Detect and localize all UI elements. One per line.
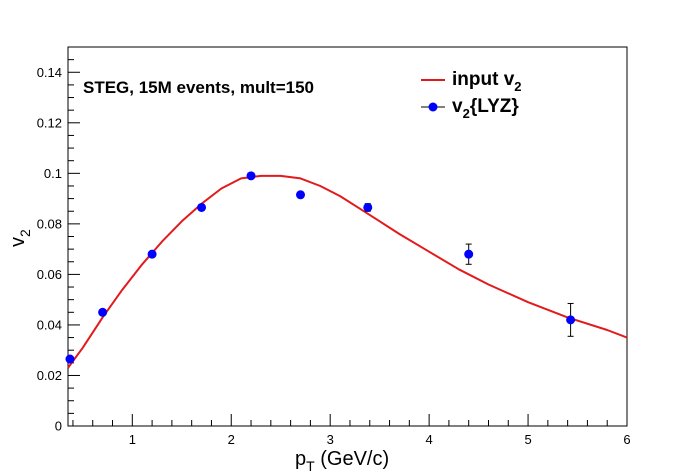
legend-label-input-sub: 2 <box>514 79 521 94</box>
data-point <box>566 315 576 325</box>
y-tick-label: 0.12 <box>37 115 62 130</box>
data-point <box>65 354 75 364</box>
y-axis-title-sub: 2 <box>17 229 33 237</box>
x-tick-label: 4 <box>426 432 433 447</box>
y-tick-label: 0.04 <box>37 317 62 332</box>
x-tick-label: 5 <box>524 432 531 447</box>
data-point <box>246 171 256 181</box>
x-axis-title-main: p <box>295 448 306 470</box>
series-line-input-v2 <box>67 174 628 369</box>
y-tick-label: 0.1 <box>44 166 62 181</box>
data-point <box>147 249 157 259</box>
x-axis: 1 2 3 4 5 6 <box>72 414 631 447</box>
x-tick-label: 6 <box>623 432 630 447</box>
series-layer <box>65 171 628 369</box>
x-axis-title-sub: T <box>306 458 315 474</box>
data-point <box>296 190 306 200</box>
legend: input v2 v2{LYZ} <box>421 69 522 121</box>
legend-label-input: input v2 <box>452 69 522 94</box>
x-axis-title: pT (GeV/c) <box>295 448 389 474</box>
legend-label-lyz: v2{LYZ} <box>452 96 519 121</box>
legend-label-input-main: input v <box>452 69 515 90</box>
x-tick-label: 1 <box>129 432 136 447</box>
y-tick-label: 0.06 <box>37 267 62 282</box>
data-point <box>363 202 373 212</box>
chart-annotation: STEG, 15M events, mult=150 <box>83 78 314 97</box>
x-tick-label: 3 <box>327 432 334 447</box>
y-axis: 0 0.02 0.04 0.06 0.08 0.1 0.12 0.14 <box>37 59 80 434</box>
y-tick-label: 0.02 <box>37 368 62 383</box>
y-tick-label: 0 <box>55 419 62 434</box>
legend-swatch-marker <box>428 102 438 112</box>
legend-label-lyz-main: v <box>452 96 463 117</box>
y-axis-title-main: v <box>7 237 29 247</box>
data-point <box>98 307 108 317</box>
x-axis-title-rest: (GeV/c) <box>315 448 389 470</box>
y-axis-title: v2 <box>7 229 33 247</box>
legend-label-lyz-sub: 2 <box>463 106 470 121</box>
data-point <box>197 202 207 212</box>
x-tick-label: 2 <box>228 432 235 447</box>
data-point <box>464 249 474 259</box>
y-tick-label: 0.14 <box>37 65 62 80</box>
legend-label-lyz-suffix: {LYZ} <box>470 96 520 117</box>
y-tick-label: 0.08 <box>37 216 62 231</box>
